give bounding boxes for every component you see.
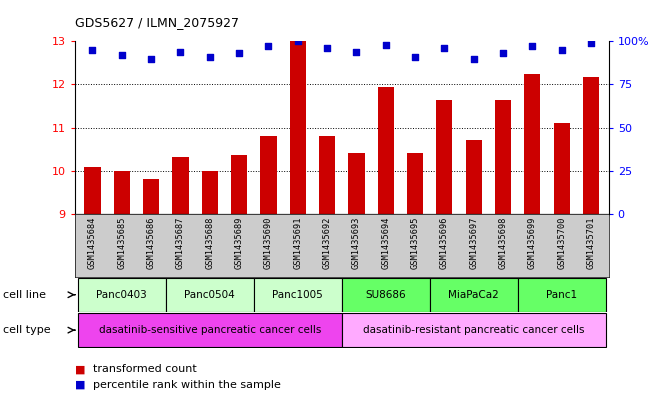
Text: Panc0504: Panc0504 xyxy=(184,290,235,300)
Bar xyxy=(342,278,430,312)
Bar xyxy=(518,278,605,312)
Point xyxy=(175,48,186,55)
Bar xyxy=(436,99,452,214)
Point xyxy=(410,54,421,60)
Point xyxy=(586,40,596,46)
Point xyxy=(352,48,362,55)
Bar xyxy=(114,171,130,214)
Bar xyxy=(78,278,166,312)
Point xyxy=(527,43,538,50)
Text: GSM1435691: GSM1435691 xyxy=(294,216,302,268)
Text: MiaPaCa2: MiaPaCa2 xyxy=(449,290,499,300)
Text: cell type: cell type xyxy=(3,325,51,335)
Bar xyxy=(465,140,482,214)
Bar xyxy=(260,136,277,214)
Text: GSM1435688: GSM1435688 xyxy=(205,216,214,268)
Text: dasatinib-sensitive pancreatic cancer cells: dasatinib-sensitive pancreatic cancer ce… xyxy=(98,325,321,335)
Bar xyxy=(430,278,518,312)
Text: GSM1435693: GSM1435693 xyxy=(352,216,361,268)
Text: transformed count: transformed count xyxy=(93,364,197,375)
Text: GSM1435689: GSM1435689 xyxy=(234,216,243,268)
Text: cell line: cell line xyxy=(3,290,46,300)
Point xyxy=(234,50,244,57)
Point xyxy=(87,47,98,53)
Bar xyxy=(78,313,342,347)
Text: GSM1435700: GSM1435700 xyxy=(557,216,566,268)
Text: GSM1435699: GSM1435699 xyxy=(528,216,537,268)
Bar xyxy=(173,157,189,214)
Bar xyxy=(85,167,100,214)
Text: GSM1435695: GSM1435695 xyxy=(411,216,420,268)
Point xyxy=(117,52,127,58)
Bar xyxy=(524,73,540,214)
Point xyxy=(381,42,391,48)
Text: GSM1435692: GSM1435692 xyxy=(323,216,331,268)
Point xyxy=(146,55,156,62)
Text: GSM1435684: GSM1435684 xyxy=(88,216,97,268)
Text: GSM1435697: GSM1435697 xyxy=(469,216,478,268)
Point xyxy=(292,38,303,44)
Bar xyxy=(554,123,570,214)
Point xyxy=(498,50,508,57)
Text: GSM1435698: GSM1435698 xyxy=(499,216,508,268)
Text: Panc1005: Panc1005 xyxy=(272,290,323,300)
Text: GSM1435690: GSM1435690 xyxy=(264,216,273,268)
Bar xyxy=(254,278,342,312)
Text: GSM1435696: GSM1435696 xyxy=(440,216,449,268)
Point xyxy=(204,54,215,60)
Bar xyxy=(583,77,599,214)
Point xyxy=(322,45,332,51)
Bar xyxy=(378,87,394,214)
Bar xyxy=(495,99,511,214)
Text: GSM1435687: GSM1435687 xyxy=(176,216,185,268)
Bar xyxy=(348,153,365,214)
Text: Panc1: Panc1 xyxy=(546,290,577,300)
Bar xyxy=(202,171,218,214)
Point xyxy=(469,55,479,62)
Bar xyxy=(231,154,247,214)
Point xyxy=(439,45,450,51)
Text: SU8686: SU8686 xyxy=(365,290,406,300)
Text: percentile rank within the sample: percentile rank within the sample xyxy=(93,380,281,390)
Text: GSM1435694: GSM1435694 xyxy=(381,216,390,268)
Bar xyxy=(319,136,335,214)
Text: GSM1435701: GSM1435701 xyxy=(587,216,596,268)
Text: GSM1435686: GSM1435686 xyxy=(146,216,156,268)
Bar xyxy=(407,153,423,214)
Text: ■: ■ xyxy=(75,380,85,390)
Point xyxy=(557,47,567,53)
Text: GDS5627 / ILMN_2075927: GDS5627 / ILMN_2075927 xyxy=(75,17,239,29)
Bar xyxy=(342,313,605,347)
Bar xyxy=(290,41,306,214)
Text: ■: ■ xyxy=(75,364,85,375)
Text: dasatinib-resistant pancreatic cancer cells: dasatinib-resistant pancreatic cancer ce… xyxy=(363,325,585,335)
Bar xyxy=(143,179,159,214)
Bar xyxy=(166,278,254,312)
Text: Panc0403: Panc0403 xyxy=(96,290,147,300)
Point xyxy=(263,43,273,50)
Text: GSM1435685: GSM1435685 xyxy=(117,216,126,268)
